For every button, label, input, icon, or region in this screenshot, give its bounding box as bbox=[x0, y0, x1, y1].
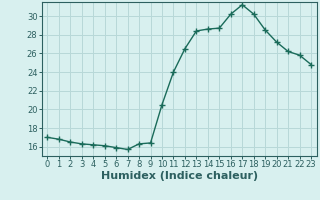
X-axis label: Humidex (Indice chaleur): Humidex (Indice chaleur) bbox=[100, 171, 258, 181]
